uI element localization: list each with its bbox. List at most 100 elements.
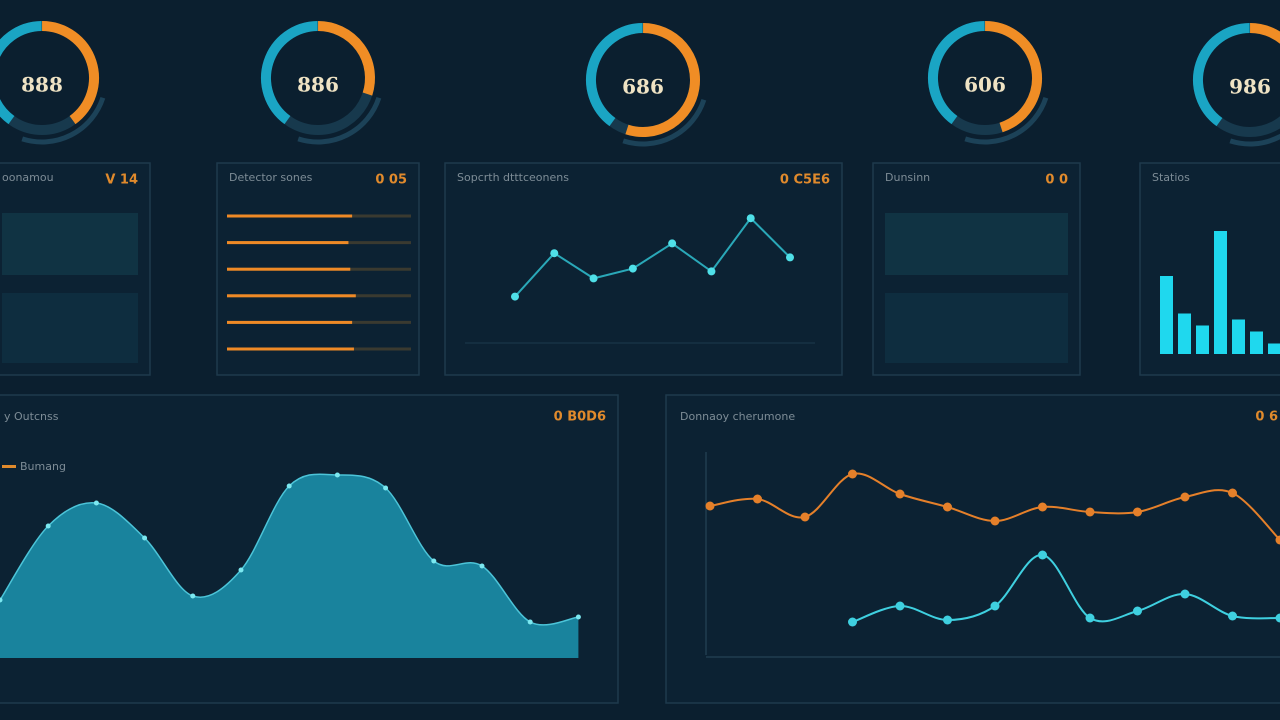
bar — [227, 241, 349, 245]
point — [895, 489, 905, 499]
gauge-label: 686 — [622, 75, 664, 99]
point — [1180, 492, 1190, 502]
line — [514, 216, 791, 298]
area — [0, 474, 579, 658]
heat-block — [885, 213, 1068, 275]
gauge-accent — [928, 21, 985, 125]
gauge-value — [317, 21, 375, 96]
gauge-accent — [0, 21, 42, 125]
panel-title: Sopcrth dtttceonens — [457, 171, 569, 184]
panel-title: Detector sones — [229, 171, 313, 184]
point — [786, 253, 794, 262]
point — [1275, 535, 1280, 545]
point — [1228, 488, 1237, 498]
point — [1038, 502, 1047, 512]
gauge-inner — [622, 98, 707, 147]
gauge-value — [1249, 23, 1280, 44]
heat-block — [2, 293, 138, 363]
point — [848, 469, 857, 479]
panel-badge: 0 05 — [375, 173, 407, 188]
point — [1133, 606, 1142, 616]
point — [575, 614, 581, 620]
panel-badge: 0 C5E6 — [780, 173, 830, 188]
bar — [227, 214, 353, 218]
bar — [227, 320, 353, 324]
heat-block — [2, 213, 138, 275]
gauge-accent — [261, 21, 318, 125]
panel-title: Donnaoy cherumone — [680, 410, 795, 423]
gauge-value — [984, 21, 1042, 133]
point — [93, 500, 99, 506]
point — [705, 501, 715, 511]
point — [0, 597, 3, 603]
point — [190, 593, 196, 599]
point — [238, 567, 244, 573]
point — [746, 214, 755, 223]
gauge-accent — [1193, 23, 1250, 127]
point — [1038, 550, 1047, 560]
point — [1085, 507, 1095, 517]
gauge-inner — [1229, 133, 1280, 147]
legend: Bumang — [20, 460, 66, 473]
bar — [227, 294, 356, 298]
panel — [444, 162, 843, 376]
gauge-inner — [297, 96, 382, 145]
point — [1180, 589, 1190, 599]
point — [1133, 507, 1142, 517]
bar — [227, 347, 354, 351]
bar — [1268, 343, 1280, 354]
panel — [665, 394, 1280, 704]
point — [550, 249, 559, 258]
panel-title: oonamou — [2, 171, 54, 184]
point — [943, 615, 952, 625]
point — [142, 535, 148, 541]
bar — [1214, 231, 1227, 354]
point — [527, 619, 533, 625]
point — [589, 274, 598, 283]
gauge-label: 986 — [1229, 75, 1271, 99]
point — [334, 472, 340, 478]
gauge-inner — [964, 96, 1049, 145]
gauge-label: 886 — [297, 73, 339, 97]
gauge-value — [41, 21, 99, 125]
legend-swatch — [2, 465, 16, 468]
bar — [1232, 319, 1245, 354]
bar — [1250, 331, 1263, 354]
panel-title: Dunsinn — [885, 171, 930, 184]
heat-block — [885, 293, 1068, 363]
point — [45, 523, 51, 529]
point — [943, 502, 952, 512]
bar — [1196, 325, 1209, 354]
point — [479, 563, 485, 569]
point — [511, 292, 519, 301]
point — [1085, 613, 1095, 623]
panel-title: y Outcnss — [4, 410, 59, 423]
gauge-label: 606 — [964, 73, 1006, 97]
gauge-inner — [21, 96, 106, 145]
point — [895, 601, 905, 611]
panel-badge: 0 B0D6 — [554, 410, 606, 425]
panel-badge: 0 6 — [1255, 410, 1278, 425]
bar — [1178, 313, 1191, 354]
point — [628, 264, 637, 273]
gauge-label: 888 — [21, 73, 63, 97]
bar — [227, 267, 351, 271]
point — [1275, 613, 1280, 623]
gauge-accent — [586, 23, 643, 127]
point — [286, 483, 292, 489]
panel-badge: V 14 — [105, 173, 138, 188]
point — [990, 601, 1000, 611]
point — [848, 617, 857, 627]
point — [383, 485, 389, 491]
point — [431, 558, 437, 564]
point — [800, 512, 810, 522]
bar — [1160, 276, 1173, 354]
point — [707, 267, 716, 276]
point — [990, 516, 1000, 526]
panel-badge: 0 0 — [1045, 173, 1068, 188]
panel-title: Statios — [1152, 171, 1190, 184]
point — [753, 494, 762, 504]
point — [668, 239, 677, 248]
point — [1228, 611, 1237, 621]
